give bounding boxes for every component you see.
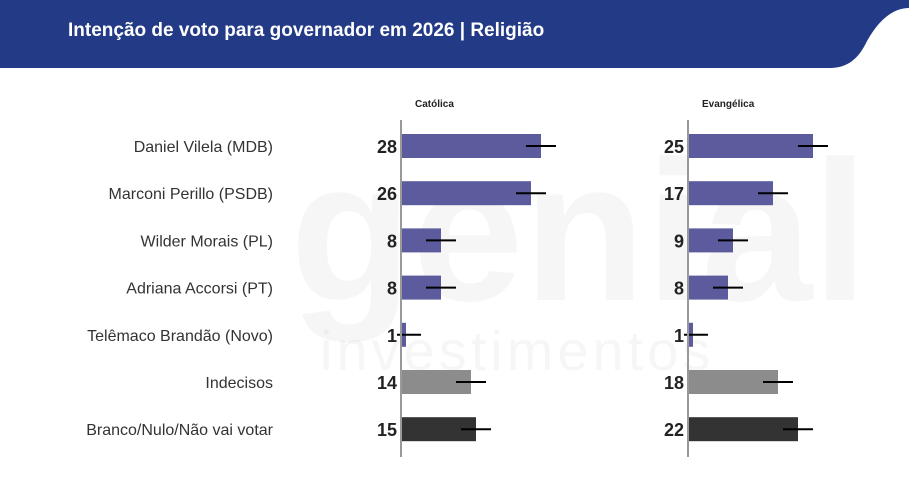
category-label: Telêmaco Brandão (Novo) — [87, 328, 273, 345]
category-label: Branco/Nulo/Não vai votar — [86, 422, 273, 439]
panel-title: Católica — [415, 99, 454, 110]
header-banner: Intenção de voto para governador em 2026… — [0, 0, 909, 68]
value-label: 26 — [377, 184, 397, 204]
header-background — [0, 0, 909, 68]
category-label: Indecisos — [205, 375, 273, 392]
value-label: 15 — [377, 420, 397, 440]
value-label: 28 — [377, 137, 397, 157]
bar — [401, 134, 541, 158]
category-label: Daniel Vilela (MDB) — [134, 139, 273, 156]
value-label: 25 — [664, 137, 684, 157]
panel-title: Evangélica — [702, 99, 755, 110]
value-label: 8 — [674, 279, 684, 299]
category-label: Adriana Accorsi (PT) — [126, 281, 273, 298]
value-label: 1 — [674, 326, 684, 346]
value-label: 18 — [664, 373, 684, 393]
category-label: Wilder Morais (PL) — [141, 233, 273, 250]
value-label: 17 — [664, 184, 684, 204]
value-label: 14 — [377, 373, 397, 393]
bar — [688, 134, 813, 158]
value-label: 9 — [674, 231, 684, 251]
value-label: 1 — [387, 326, 397, 346]
value-label: 22 — [664, 420, 684, 440]
bar — [688, 417, 798, 442]
category-label: Marconi Perillo (PSDB) — [109, 186, 273, 203]
value-label: 8 — [387, 279, 397, 299]
value-label: 8 — [387, 231, 397, 251]
chart-title: Intenção de voto para governador em 2026… — [68, 20, 545, 41]
bar — [401, 181, 531, 206]
